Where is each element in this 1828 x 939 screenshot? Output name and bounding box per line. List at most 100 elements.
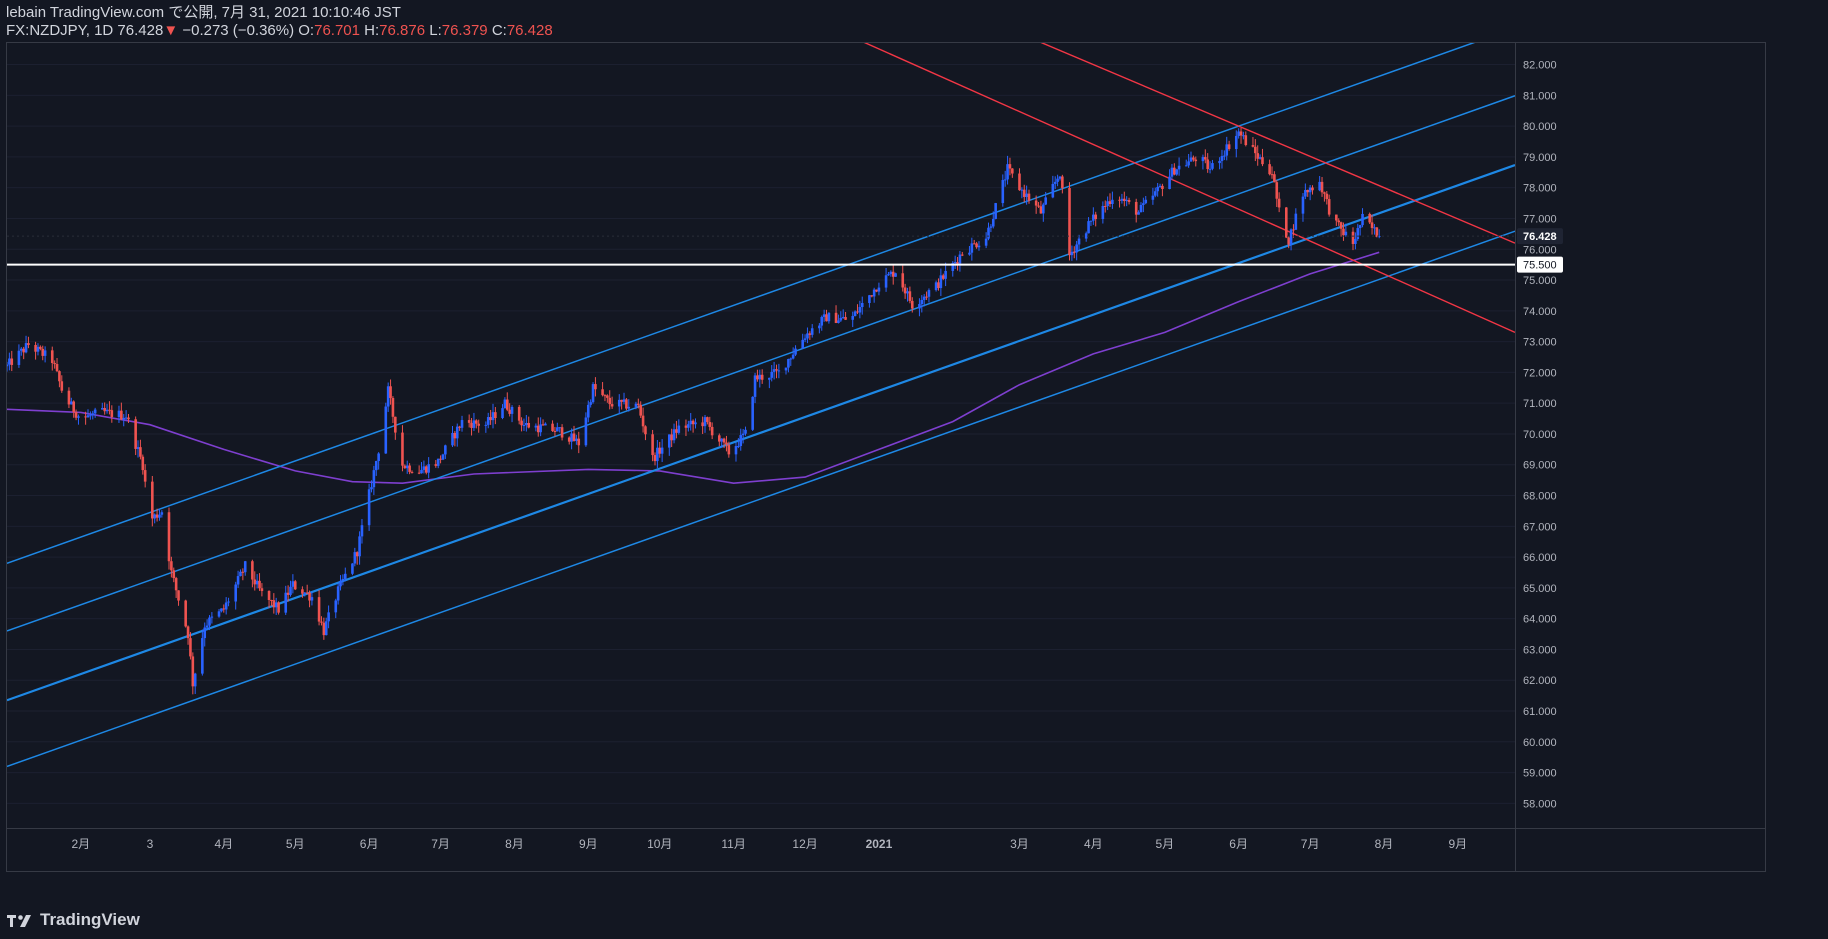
candle-body xyxy=(239,571,242,577)
price-tick-label: 61.000 xyxy=(1523,706,1557,718)
candle-body xyxy=(1120,198,1124,201)
published-line: lebain TradingView.com で公開, 7月 31, 2021 … xyxy=(6,4,401,21)
price-tick-label: 58.000 xyxy=(1523,798,1557,810)
candle-body xyxy=(1001,180,1005,204)
candle-body xyxy=(772,369,776,372)
candle-body xyxy=(610,404,614,407)
candle-body xyxy=(122,417,126,420)
candle-body xyxy=(739,435,743,447)
candle-body xyxy=(370,487,373,490)
candle-body xyxy=(50,350,54,364)
candle-body xyxy=(334,600,338,613)
candle-body xyxy=(770,371,774,378)
candle-body xyxy=(384,406,388,454)
channel-line[interactable] xyxy=(6,163,1516,702)
candle-body xyxy=(505,399,509,410)
candle-body xyxy=(567,437,571,442)
chart-frame[interactable]: 75.500 76.428 58.000 59.000 60.000 61.000 62.… xyxy=(5,27,1766,872)
candle-body xyxy=(853,311,857,317)
candle-body xyxy=(1239,131,1243,136)
candle-body xyxy=(1056,178,1059,182)
candle-body xyxy=(1020,189,1024,191)
candle-body xyxy=(1151,195,1155,200)
candle-body xyxy=(1139,204,1143,213)
candle-body xyxy=(153,514,157,519)
downtrend-line[interactable] xyxy=(856,38,1516,334)
symbol-label[interactable]: FX:NZDJPY, 1D xyxy=(6,22,114,39)
candle-body xyxy=(1320,181,1324,193)
low-value: 76.379 xyxy=(441,22,488,39)
candle-body xyxy=(377,453,380,462)
candle-body xyxy=(856,311,859,313)
candle-body xyxy=(922,296,926,300)
moving-average-line[interactable] xyxy=(6,251,1380,485)
candle-body xyxy=(927,290,931,297)
candle-body xyxy=(191,656,195,687)
candle-body xyxy=(322,622,326,636)
candle-body xyxy=(86,415,90,418)
candle-body xyxy=(1051,183,1055,198)
candle-body xyxy=(489,417,492,421)
candle-body xyxy=(606,395,609,398)
candle-body xyxy=(343,573,347,579)
candle-body xyxy=(1325,193,1329,200)
candle-body xyxy=(1358,225,1362,229)
candle-body xyxy=(1070,251,1074,256)
candle-body xyxy=(155,514,159,518)
candle-body xyxy=(820,316,824,326)
candle-body xyxy=(1003,179,1007,181)
candle-body xyxy=(1075,244,1078,253)
candle-body xyxy=(1134,201,1138,215)
price-tick-label: 65.000 xyxy=(1523,583,1557,595)
channel-line[interactable] xyxy=(6,27,1516,564)
candle-body xyxy=(872,289,876,297)
time-tick-label: 8月 xyxy=(1375,837,1394,851)
channel-line[interactable] xyxy=(6,95,1516,632)
candle-body xyxy=(100,408,104,410)
candle-body xyxy=(1092,214,1095,221)
close-value: 76.428 xyxy=(506,22,553,39)
candle-body xyxy=(858,307,862,313)
price-chart[interactable]: 75.500 76.428 58.000 59.000 60.000 61.000 62.… xyxy=(5,27,1765,871)
candle-body xyxy=(1137,212,1140,215)
price-tick-label: 81.000 xyxy=(1523,90,1557,102)
last-price: 76.428 xyxy=(117,22,164,39)
candle-body xyxy=(1354,239,1357,244)
candle-body xyxy=(36,346,40,352)
symbol-ohlc-line: FX:NZDJPY, 1D 76.428▼ −0.273 (−0.36%) O:… xyxy=(6,22,553,40)
candle-body xyxy=(1318,181,1321,191)
candle-body xyxy=(27,343,30,346)
candle-body xyxy=(19,348,23,351)
time-tick-label: 2021 xyxy=(866,837,893,851)
candle-body xyxy=(672,429,676,441)
candle-body xyxy=(105,409,109,412)
time-tick-label: 5月 xyxy=(1155,837,1174,851)
candle-body xyxy=(536,425,540,433)
candle-body xyxy=(93,409,97,414)
candle-body xyxy=(734,446,738,455)
candle-body xyxy=(410,471,414,473)
candle-body xyxy=(768,377,771,380)
candle-body xyxy=(301,589,304,594)
candle-body xyxy=(172,570,176,579)
candle-body xyxy=(860,303,864,308)
candle-body xyxy=(670,434,673,441)
time-tick-label: 12月 xyxy=(792,837,817,851)
candle-body xyxy=(1344,231,1348,236)
candle-body xyxy=(1356,228,1360,240)
candle-body xyxy=(591,384,595,403)
candle-body xyxy=(470,422,473,428)
channel-line[interactable] xyxy=(6,230,1516,768)
candle-body xyxy=(227,601,230,603)
candle-body xyxy=(784,367,788,371)
candle-body xyxy=(1156,186,1159,192)
candle-body xyxy=(903,287,907,294)
downtrend-line[interactable] xyxy=(1032,38,1516,244)
candle-body xyxy=(953,262,957,264)
candle-body xyxy=(477,423,480,426)
candle-body xyxy=(1251,145,1255,147)
candle-body xyxy=(710,426,714,436)
candle-body xyxy=(160,512,164,515)
candle-body xyxy=(386,386,390,407)
candle-body xyxy=(1287,237,1290,245)
